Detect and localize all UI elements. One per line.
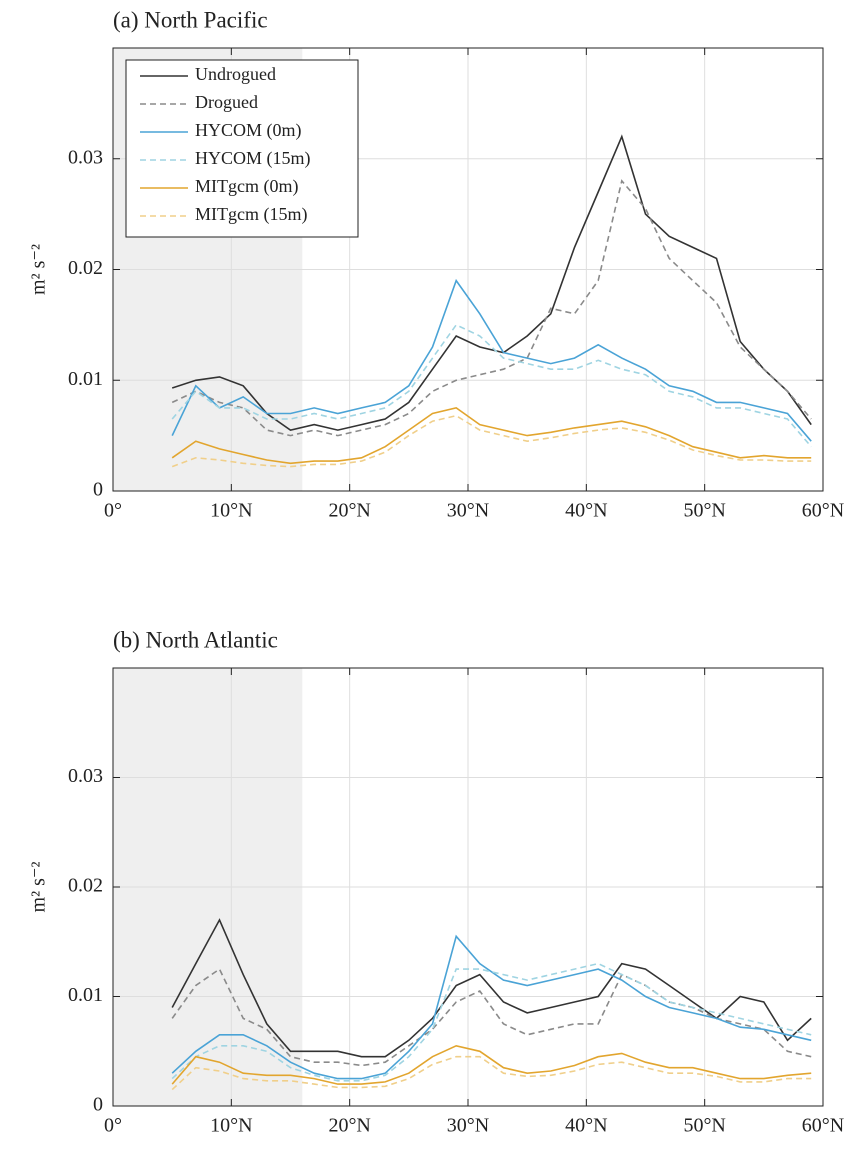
y-axis-label: m² s⁻² [28, 244, 50, 295]
x-tick-label: 10°N [210, 1115, 252, 1137]
y-axis-label: m² s⁻² [28, 862, 50, 913]
series-line [171, 1044, 812, 1085]
axes-box [112, 667, 824, 1107]
y-tick-label: 0 [93, 1094, 103, 1116]
x-tick-label: 40°N [565, 1115, 607, 1137]
legend-label: HYCOM (15m) [195, 148, 311, 169]
x-tick-label: 20°N [328, 1115, 370, 1137]
x-tick-label: 30°N [447, 1115, 489, 1137]
x-tick-label: 50°N [683, 500, 725, 522]
series-line [171, 407, 812, 465]
y-tick-label: 0.01 [68, 984, 103, 1006]
x-tick-label: 40°N [565, 500, 607, 522]
series-line [171, 134, 812, 431]
series-line [171, 278, 812, 442]
y-tick-label: 0 [93, 479, 103, 501]
x-tick-label: 10°N [210, 500, 252, 522]
y-tick-label: 0.02 [68, 257, 103, 279]
x-tick-label: 60°N [802, 1115, 844, 1137]
series-line [171, 962, 812, 1082]
panel-title: (b) North Atlantic [113, 627, 278, 652]
legend-label: MITgcm (0m) [195, 176, 298, 197]
legend-label: Drogued [195, 92, 258, 112]
y-tick-label: 0.03 [68, 765, 103, 787]
legend-label: HYCOM (0m) [195, 120, 302, 141]
series-line [171, 967, 812, 1067]
axes-box [112, 47, 824, 492]
y-tick-label: 0.02 [68, 875, 103, 897]
x-tick-label: 0° [104, 500, 122, 522]
x-tick-label: 20°N [328, 500, 370, 522]
y-tick-label: 0.01 [68, 368, 103, 390]
x-tick-label: 50°N [683, 1115, 725, 1137]
y-tick-label: 0.03 [68, 146, 103, 168]
series-line [171, 934, 812, 1080]
x-tick-label: 30°N [447, 500, 489, 522]
x-tick-label: 0° [104, 1115, 122, 1137]
x-tick-label: 60°N [802, 500, 844, 522]
series-line [171, 179, 812, 437]
legend-label: MITgcm (15m) [195, 204, 307, 225]
legend-box [125, 59, 359, 238]
panel-title: (a) North Pacific [113, 7, 268, 32]
legend-label: Undrogued [195, 64, 276, 84]
